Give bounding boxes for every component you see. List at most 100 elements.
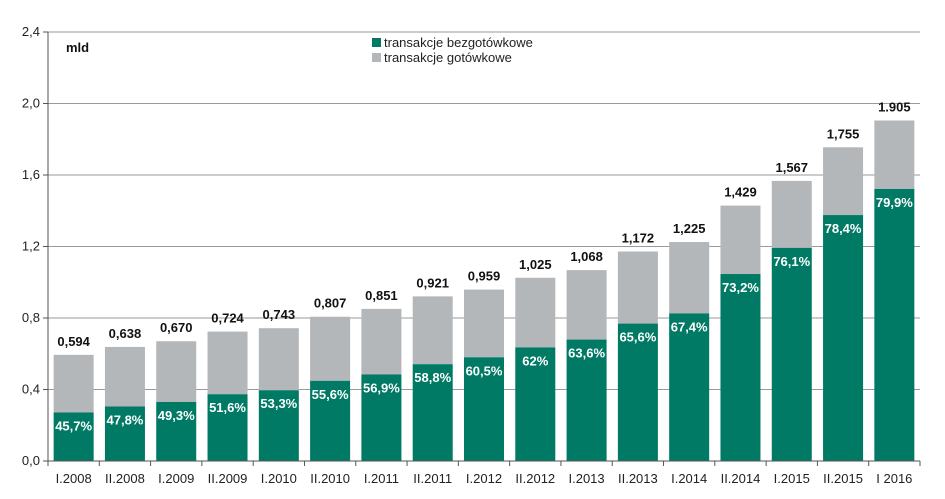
- bar-cash: [53, 354, 94, 413]
- x-tick-label: II.2010: [310, 471, 350, 486]
- bar-cashless: [823, 215, 864, 461]
- total-label: 1,755: [827, 126, 860, 141]
- x-tick-label: I.2008: [56, 471, 92, 486]
- bar-cash: [361, 308, 402, 375]
- x-tick-label: II.2014: [721, 471, 761, 486]
- bar-cashless: [207, 394, 248, 461]
- total-label: 1,025: [519, 257, 552, 272]
- y-tick-label: 2,4: [22, 24, 40, 39]
- bar-cashless: [53, 412, 94, 461]
- x-tick-label: I.2014: [671, 471, 707, 486]
- share-label: 53,3%: [260, 396, 297, 411]
- bar-cash: [669, 242, 710, 314]
- x-tick-label: I.2009: [158, 471, 194, 486]
- share-label: 58,8%: [414, 370, 451, 385]
- total-label: 0,670: [160, 320, 193, 335]
- bar-cashless: [156, 401, 197, 461]
- bar-cash: [207, 331, 248, 395]
- bar-cashless: [463, 357, 505, 461]
- share-label: 60,5%: [466, 363, 503, 378]
- bar-cashless: [361, 374, 402, 461]
- x-tick-label: I.2012: [466, 471, 502, 486]
- share-label: 45,7%: [55, 418, 92, 433]
- y-tick-label: 0,8: [22, 310, 40, 325]
- bar-cash: [874, 120, 915, 189]
- bar-cashless: [617, 323, 658, 461]
- share-label: 78,4%: [825, 221, 862, 236]
- share-label: 51,6%: [209, 400, 246, 415]
- total-label: 1,172: [622, 231, 655, 246]
- x-tick-label: I 2016: [876, 471, 912, 486]
- bar-cash: [412, 296, 453, 365]
- bars: 0,594 45,7% 0,638 47,8% 0,670 49,3% 0,724 51,6%…: [53, 99, 915, 461]
- share-label: 49,3%: [158, 408, 195, 423]
- bar-cashless: [566, 339, 607, 461]
- y-tick-label: 1,6: [22, 167, 40, 182]
- total-label: 0,724: [211, 311, 244, 326]
- bar-cashless: [258, 390, 299, 461]
- bar-cashless: [412, 364, 453, 461]
- x-tick-label: I.2011: [364, 471, 399, 486]
- bar-cashless: [104, 406, 145, 461]
- bar-cash: [566, 270, 607, 340]
- legend: transakcje bezgotówkowe transakcje gotów…: [372, 35, 533, 65]
- total-label: 1,068: [570, 249, 603, 264]
- total-label: 0,851: [365, 288, 398, 303]
- x-tick-label: II.2015: [823, 471, 863, 486]
- legend-swatch-cash: [372, 53, 381, 62]
- total-label: 0,743: [263, 307, 296, 322]
- bar-cash: [310, 316, 351, 381]
- share-label: 47,8%: [107, 412, 144, 427]
- x-tick-label: II.2009: [208, 471, 248, 486]
- total-label: 1,567: [775, 160, 808, 175]
- total-label: 0,959: [468, 269, 501, 284]
- y-tick-label: 0,0: [22, 453, 40, 468]
- total-label: 1.905: [878, 99, 911, 114]
- bar-cash: [823, 147, 864, 216]
- legend-swatch-cashless: [372, 38, 381, 47]
- total-label: 0,921: [416, 275, 449, 290]
- total-label: 0,638: [109, 326, 142, 341]
- bar-cashless: [515, 347, 556, 461]
- share-label: 56,9%: [363, 380, 400, 395]
- x-tick-label: II.2012: [515, 471, 555, 486]
- bar-cash: [515, 277, 556, 348]
- total-label: 1,429: [724, 185, 757, 200]
- legend-label-cash: transakcje gotówkowe: [384, 50, 512, 65]
- bar-cashless: [720, 274, 761, 461]
- x-tick-label: II.2008: [105, 471, 145, 486]
- bar-cash: [258, 328, 299, 391]
- legend-label-cashless: transakcje bezgotówkowe: [384, 35, 533, 50]
- bar-cash: [617, 251, 658, 324]
- y-tick-label: 1,2: [22, 239, 40, 254]
- total-label: 0,594: [57, 334, 90, 349]
- share-label: 65,6%: [619, 330, 656, 345]
- total-label: 0,807: [314, 296, 347, 311]
- x-tick-label: I.2013: [569, 471, 605, 486]
- bar-cash: [463, 289, 505, 358]
- share-label: 55,6%: [312, 387, 349, 402]
- share-label: 76,1%: [773, 254, 810, 269]
- share-label: 79,9%: [876, 195, 913, 210]
- share-label: 63,6%: [568, 346, 605, 361]
- bar-cash: [104, 346, 145, 407]
- x-tick-label: I.2010: [261, 471, 297, 486]
- y-axis: 0,0 0,4 0,8 1,2 1,6 2,0 2,4: [22, 24, 49, 468]
- y-tick-label: 0,4: [22, 382, 40, 397]
- bar-cash: [720, 205, 761, 275]
- bar-cashless: [669, 313, 710, 461]
- total-label: 1,225: [673, 221, 706, 236]
- share-label: 67,4%: [671, 319, 708, 334]
- x-axis: I.2008 II.2008 I.2009 II.2009 I.2010 II.2010 I…: [47, 460, 921, 486]
- x-tick-label: II.2011: [413, 471, 452, 486]
- unit-label: mld: [66, 40, 89, 55]
- bar-cash: [156, 341, 197, 402]
- y-tick-label: 2,0: [22, 96, 40, 111]
- share-label: 73,2%: [722, 280, 759, 295]
- bar-cashless: [310, 380, 351, 461]
- share-label: 62%: [522, 353, 548, 368]
- x-tick-label: II.2013: [618, 471, 658, 486]
- bar-cashless: [874, 188, 915, 461]
- bar-cash: [771, 180, 812, 248]
